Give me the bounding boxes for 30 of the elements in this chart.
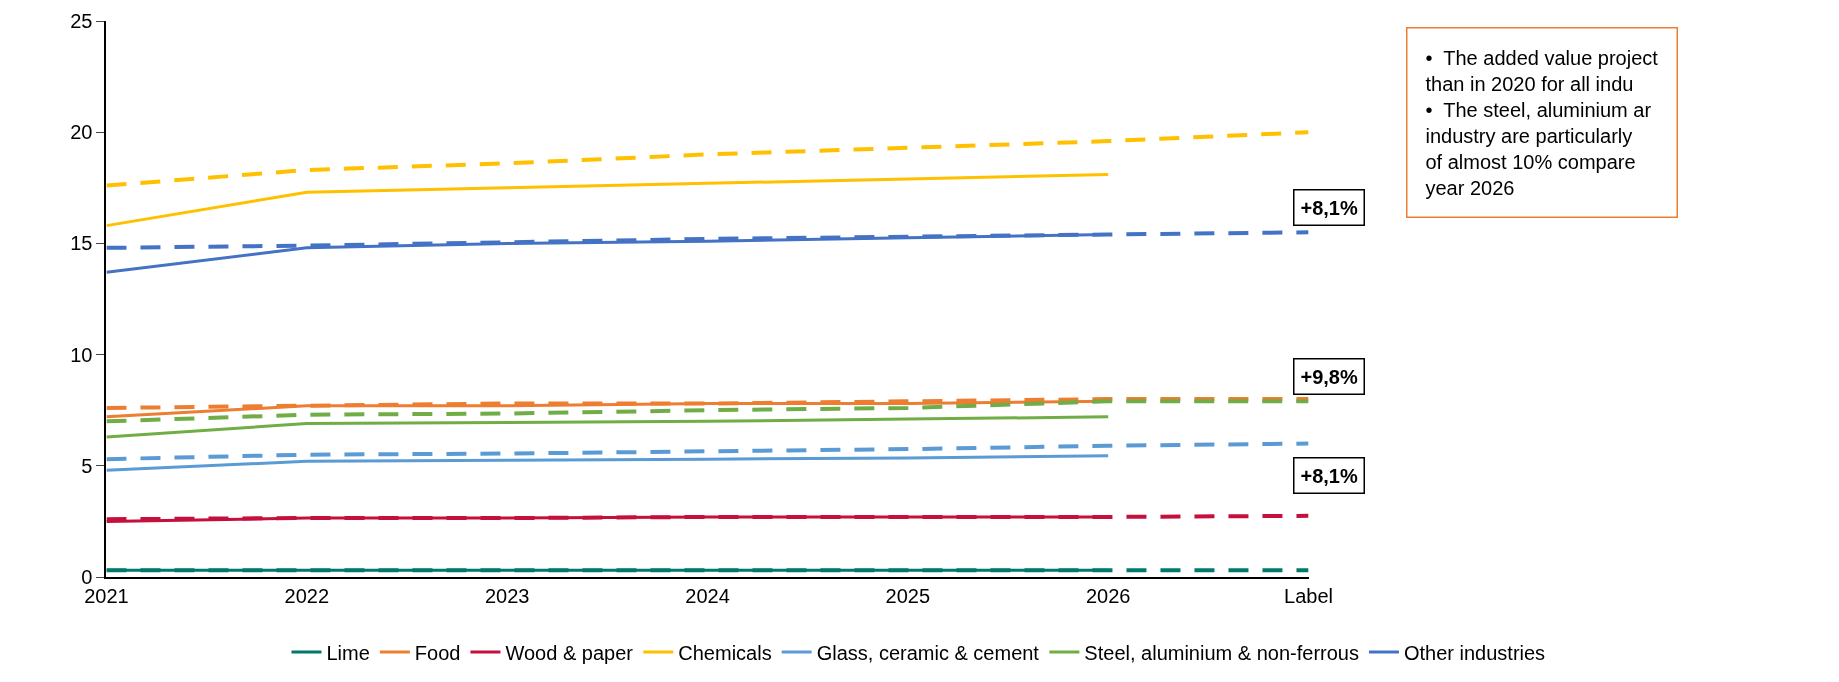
line-series: [106, 415, 1110, 439]
line-series: [106, 454, 1110, 472]
legend-label: Chemicals: [678, 641, 772, 664]
y-tick-label: 10: [70, 343, 93, 366]
legend-label: Food: [414, 641, 461, 664]
y-tick-label: 25: [70, 10, 93, 32]
legend-label: Lime: [326, 641, 370, 664]
line-series: [106, 399, 1309, 424]
legend-label: Other industries: [1403, 641, 1546, 664]
x-tick-label: 2024: [685, 585, 730, 607]
x-tick-label: 2022: [284, 585, 330, 607]
x-tick-label: 2025: [885, 585, 931, 607]
legend-label: Wood & paper: [505, 641, 634, 664]
x-tick-label: Label: [1284, 585, 1334, 607]
annotation: +9,8%: [1300, 365, 1358, 388]
x-tick-label: 2023: [484, 585, 530, 607]
text: • The added value project than in 2020 for all indu • The steel, aluminium ar industry are particularly of almost 10% compare year 2026: [1425, 46, 1659, 199]
line-series: [106, 130, 1309, 188]
y-tick-label: 0: [81, 566, 93, 588]
annotation: +8,1%: [1300, 196, 1358, 219]
legend-label: Glass, ceramic & cement: [816, 641, 1040, 664]
y-tick-label: 5: [81, 454, 93, 477]
y-tick-label: 15: [70, 232, 93, 255]
line-series: [106, 172, 1110, 228]
line-series: [106, 441, 1309, 462]
x-tick-label: 2026: [1085, 585, 1131, 607]
legend-label: Steel, aluminium & non-ferrous: [1084, 641, 1359, 664]
y-tick-label: 20: [70, 121, 93, 144]
annotation: +8,1%: [1300, 464, 1358, 487]
x-tick-label: 2021: [84, 585, 129, 607]
